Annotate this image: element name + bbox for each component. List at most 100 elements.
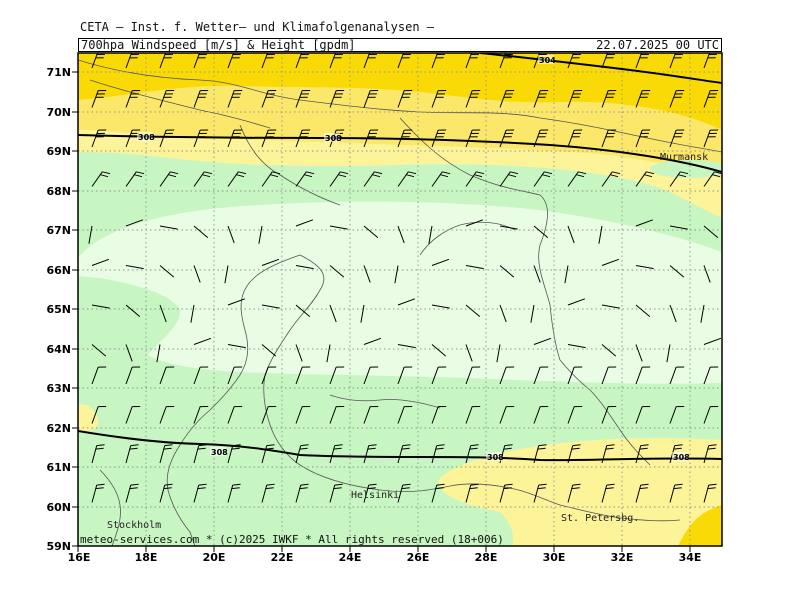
lon-label: 22E (271, 551, 294, 564)
wind-barb (261, 304, 280, 309)
wind-barb (465, 483, 479, 503)
wind-barb (635, 90, 651, 108)
wind-barb (635, 304, 651, 317)
wind-barb (499, 304, 507, 323)
valid-time: 22.07.2025 00 UTC (596, 38, 719, 52)
wind-barb (258, 225, 263, 244)
wind-barb (91, 344, 107, 357)
wind-barb (125, 304, 141, 317)
wind-barb (703, 129, 719, 148)
city-label-murmansk: Murmansk (660, 152, 708, 163)
wind-barb (431, 483, 445, 503)
wind-barb (465, 129, 481, 148)
wind-barb (530, 304, 535, 323)
lat-label: 61N (46, 461, 71, 474)
lon-label: 32E (611, 551, 634, 564)
wind-barb (703, 406, 719, 424)
wind-barb (533, 90, 549, 108)
wind-barb (567, 298, 586, 306)
wind-barb (397, 444, 411, 464)
wind-barb (669, 406, 685, 424)
wind-barb (125, 344, 133, 362)
wind-barb (601, 53, 615, 69)
wind-barb (431, 53, 445, 69)
wind-barb (669, 90, 685, 108)
wind-barb (125, 265, 144, 270)
wind-barb (567, 129, 583, 148)
wind-barb (431, 304, 450, 309)
lat-label: 59N (46, 540, 71, 553)
wind-barb (601, 406, 617, 424)
lon-label: 26E (407, 551, 430, 564)
wind-barb (193, 53, 207, 69)
lat-label: 67N (46, 224, 71, 237)
wind-barb (261, 258, 280, 266)
wind-barb (397, 298, 416, 306)
wind-barb (91, 171, 111, 187)
wind-barb (125, 406, 141, 424)
wind-barb (428, 225, 433, 244)
wind-barb (295, 304, 311, 317)
wind-barb (227, 298, 246, 306)
wind-barb (601, 129, 617, 148)
wind-barb (394, 265, 399, 284)
wind-barb (431, 406, 447, 424)
wind-barb (431, 129, 447, 148)
wind-barb (533, 171, 553, 187)
wind-barb (363, 265, 371, 283)
wind-barb (363, 225, 379, 238)
lat-label: 70N (46, 106, 71, 119)
lon-label: 16E (68, 551, 91, 564)
wind-barb (261, 90, 277, 108)
wind-barb (227, 171, 247, 187)
contour-label: 308 (487, 453, 504, 462)
product-name: 700hpa_Windspeed_[m/s]_&_Height_[gpdm] (81, 38, 356, 52)
wind-barb (329, 171, 349, 187)
wind-barb (564, 265, 569, 284)
wind-barb (499, 483, 513, 503)
city-label-helsinki: Helsinki (351, 490, 399, 501)
wind-barb (669, 53, 683, 69)
wind-barb (533, 225, 549, 238)
wind-barb (125, 483, 139, 503)
wind-barb (533, 265, 541, 283)
wind-barb (125, 129, 141, 148)
wind-barb (397, 225, 405, 244)
wind-barbs (88, 53, 722, 503)
wind-barb (363, 53, 377, 69)
wind-barb (397, 171, 417, 187)
wind-barb (363, 406, 379, 424)
wind-barb (329, 304, 337, 323)
wind-barb (91, 90, 107, 108)
wind-barb (91, 406, 107, 424)
wind-barb (601, 304, 620, 309)
band-yellow-southeast (438, 437, 722, 546)
wind-barb (227, 483, 241, 503)
city-label-st-petersburg: St. Petersbg. (561, 513, 639, 524)
wind-barb (703, 337, 722, 345)
axis-ticks (72, 71, 691, 552)
wind-barb (91, 483, 105, 503)
lat-label: 66N (46, 264, 71, 277)
wind-barb (703, 265, 711, 283)
wind-barb (159, 366, 175, 385)
wind-barb (601, 366, 617, 385)
wind-barb (88, 225, 93, 244)
wind-barb (635, 219, 654, 227)
wind-barb (598, 225, 603, 244)
wind-barb (363, 337, 382, 345)
wind-barb (295, 53, 309, 69)
wind-barb (91, 53, 105, 69)
wind-barb (567, 483, 581, 503)
wind-barb (227, 366, 243, 385)
lon-label: 24E (339, 551, 362, 564)
wind-barb (431, 258, 450, 266)
wind-barb (156, 344, 161, 363)
wind-barb (465, 344, 473, 362)
lon-label: 28E (475, 551, 498, 564)
wind-barb (465, 53, 479, 69)
wind-barb (193, 90, 209, 108)
wind-barb (360, 304, 365, 323)
band-orange-southeast (678, 505, 722, 546)
coastlines (78, 59, 722, 546)
